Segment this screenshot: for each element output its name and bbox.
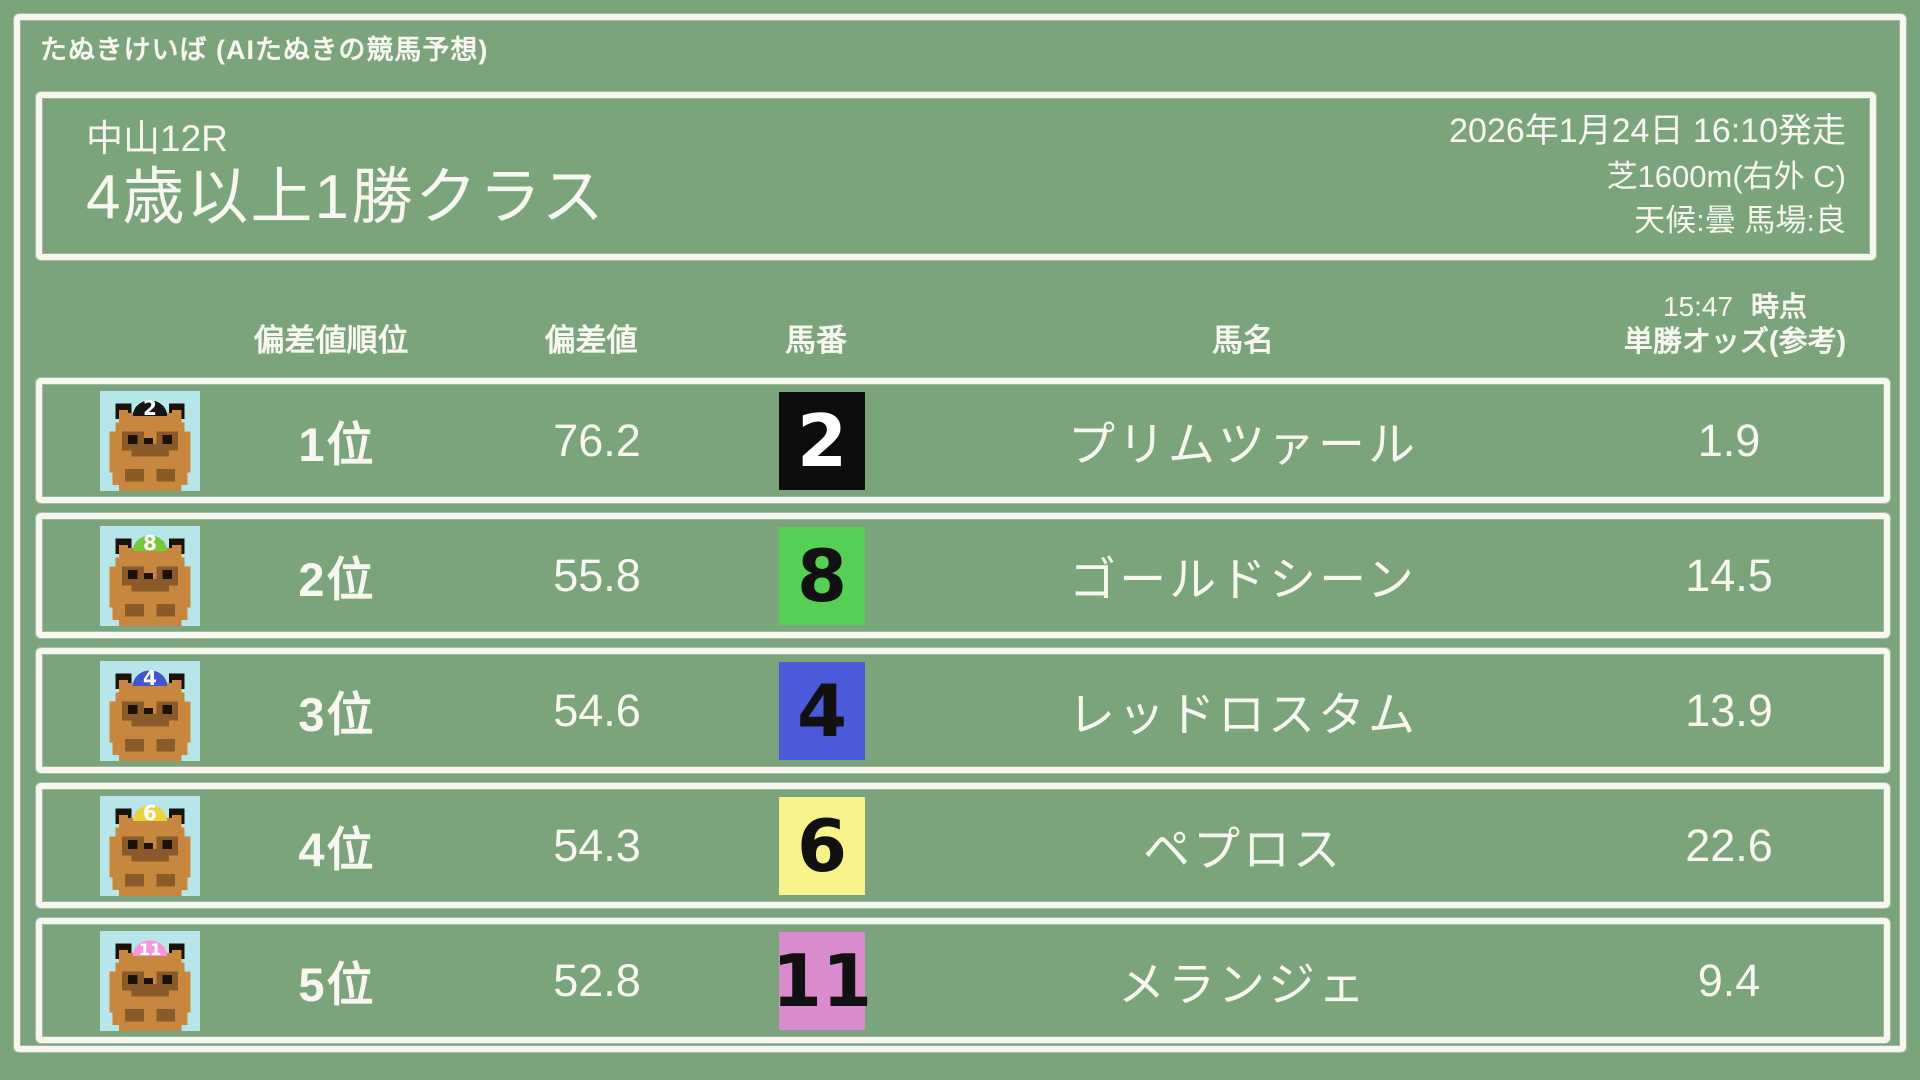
horse-number-badge: 11 [772,931,872,1030]
col-header-number: 馬番 [785,323,847,358]
svg-text:6: 6 [143,800,157,824]
race-track: 芝1600m(右外 C) [1606,159,1846,195]
table-row: 4 3位 54.6 4 レッドロスタム 13.9 [36,648,1890,773]
tanuki-avatar-icon: 4 [42,660,200,761]
tanuki-avatar-icon: 11 [42,930,200,1031]
odds-time: 15:47 [1662,290,1734,322]
number-cell: 2 [732,391,912,490]
horse-number-badge: 2 [779,391,865,490]
col-header-odds: 15:47 時点 単勝オッズ(参考) [1580,289,1890,360]
odds-time-line: 15:47 時点 [1580,289,1890,324]
race-datetime: 2026年1月24日 16:10発走 [1449,111,1846,150]
race-course: 中山12R [86,118,228,160]
score-cell: 76.2 [553,414,641,466]
horse-number-badge: 4 [779,661,865,760]
horse-name-cell: メランジェ [1118,958,1368,1011]
odds-cell: 14.5 [1685,549,1773,601]
horse-name-cell: レッドロスタム [1068,688,1418,741]
score-cell: 52.8 [553,954,641,1006]
race-name: 4歳以上1勝クラス [86,163,606,233]
horse-number-badge: 8 [779,526,865,625]
number-cell: 6 [732,796,912,895]
score-cell: 54.6 [553,684,641,736]
odds-cell: 22.6 [1685,819,1773,871]
rank-cell: 2位 [298,553,376,606]
col-header-name: 馬名 [1212,323,1274,358]
odds-cell: 9.4 [1697,954,1761,1006]
horse-number-badge: 6 [779,796,865,895]
rank-cell: 5位 [298,958,376,1011]
svg-text:11: 11 [139,939,162,958]
svg-text:2: 2 [143,395,157,419]
number-cell: 11 [732,931,912,1030]
tanuki-avatar-icon: 6 [42,795,200,896]
prediction-table: 偏差値順位 偏差値 馬番 馬名 15:47 時点 単勝オッズ(参考) 2 1位 7… [36,262,1890,1043]
number-cell: 4 [732,661,912,760]
table-rows: 2 1位 76.2 2 プリムツァール 1.9 8 2位 55.8 8 ゴールド… [36,378,1890,1043]
race-condition: 天候:曇 馬場:良 [1634,203,1846,239]
rank-cell: 3位 [298,688,376,741]
race-info-box: 中山12R 4歳以上1勝クラス 2026年1月24日 16:10発走 芝1600… [36,92,1876,260]
table-header-row: 偏差値順位 偏差値 馬番 馬名 15:47 時点 単勝オッズ(参考) [36,262,1890,370]
horse-name-cell: ゴールドシーン [1069,553,1417,606]
col-header-rank: 偏差値順位 [253,323,409,358]
table-row: 11 5位 52.8 11 メランジェ 9.4 [36,918,1890,1043]
table-row: 6 4位 54.3 6 ペプロス 22.6 [36,783,1890,908]
site-title: たぬきけいば (AIたぬきの競馬予想) [40,35,489,65]
odds-label: 単勝オッズ(参考) [1623,325,1847,358]
horse-name-cell: ペプロス [1143,823,1343,876]
tanuki-avatar-icon: 8 [42,525,200,626]
race-title-block: 中山12R 4歳以上1勝クラス [86,106,606,244]
horse-name-cell: プリムツァール [1068,418,1418,471]
col-header-score: 偏差値 [544,323,638,358]
odds-cell: 13.9 [1685,684,1773,736]
number-cell: 8 [732,526,912,625]
table-row: 8 2位 55.8 8 ゴールドシーン 14.5 [36,513,1890,638]
rank-cell: 1位 [298,418,376,471]
table-row: 2 1位 76.2 2 プリムツァール 1.9 [36,378,1890,503]
svg-text:4: 4 [143,665,157,689]
rank-cell: 4位 [298,823,376,876]
odds-cell: 1.9 [1697,414,1761,466]
score-cell: 54.3 [553,819,641,871]
race-meta-block: 2026年1月24日 16:10発走 芝1600m(右外 C) 天候:曇 馬場:… [1449,106,1846,244]
svg-text:8: 8 [143,530,157,554]
score-cell: 55.8 [553,549,641,601]
tanuki-avatar-icon: 2 [42,390,200,491]
odds-time-suffix: 時点 [1751,290,1808,322]
